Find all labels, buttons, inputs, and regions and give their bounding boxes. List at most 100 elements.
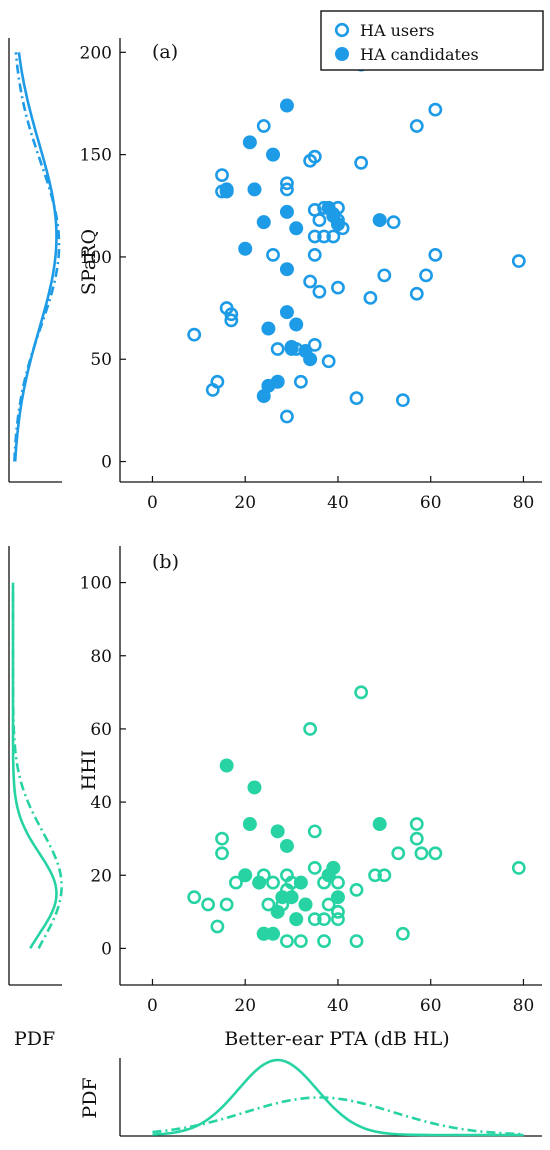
panel-a-xticks: 0 20 40 60 80 bbox=[147, 476, 534, 513]
ha-user-point bbox=[391, 846, 406, 861]
ha-user-point bbox=[210, 919, 225, 934]
ha-candidate-point bbox=[270, 904, 285, 919]
panel-b-xtick-label: 20 bbox=[234, 996, 256, 1016]
ha-user-point bbox=[256, 119, 271, 133]
ha-candidate-point bbox=[256, 389, 271, 404]
legend-box bbox=[320, 10, 544, 71]
ha-candidate-point bbox=[289, 221, 304, 236]
ha-user-point bbox=[317, 912, 331, 927]
ha-user-point bbox=[354, 155, 369, 170]
side-pdf-a-candidates-curve bbox=[13, 52, 61, 462]
x-axis-label: Better-ear PTA (dB HL) bbox=[224, 1028, 449, 1050]
ha-candidate-point bbox=[256, 215, 271, 230]
ha-candidate-point bbox=[289, 317, 304, 332]
ha-candidate-point bbox=[330, 890, 345, 905]
ha-user-point bbox=[419, 268, 433, 283]
ha-candidate-point bbox=[372, 817, 387, 832]
ha-user-point bbox=[215, 831, 229, 846]
panel-b-xtick-label: 40 bbox=[327, 996, 349, 1016]
panel-b-xtick-label: 60 bbox=[420, 996, 442, 1016]
ha-candidate-point bbox=[330, 217, 345, 232]
panel-a-ytick-label: 200 bbox=[80, 43, 112, 63]
ha-user-point bbox=[349, 934, 364, 948]
ha-user-point bbox=[303, 153, 318, 168]
ha-user-point bbox=[307, 247, 322, 262]
ha-user-point bbox=[363, 290, 378, 305]
panel-a-xtick-label: 80 bbox=[513, 493, 535, 513]
panel-a-xtick-label: 0 bbox=[147, 493, 158, 513]
panel-b-ytick-label: 80 bbox=[90, 647, 112, 667]
ha-user-point bbox=[224, 313, 239, 328]
ha-candidate-point bbox=[247, 182, 262, 197]
legend: HA users HA candidates bbox=[320, 10, 544, 71]
ha-user-point bbox=[215, 168, 229, 182]
ha-user-point bbox=[215, 846, 229, 861]
ha-candidate-point bbox=[321, 868, 336, 883]
ha-user-point bbox=[266, 247, 280, 262]
ha-user-point bbox=[303, 274, 318, 289]
ha-candidate-point bbox=[298, 344, 313, 359]
ha-user-point bbox=[395, 393, 410, 408]
ha-candidate-point bbox=[270, 824, 285, 839]
ha-user-point bbox=[293, 934, 308, 948]
ha-user-point bbox=[303, 722, 318, 736]
bottom-pdf-candidates-curve bbox=[152, 1096, 524, 1136]
ha-user-point bbox=[187, 890, 202, 905]
panel-a-yticks: 0 50 100 150 200 bbox=[80, 43, 126, 473]
panel-b: 0 20 40 60 80 100 0 20 40 60 80 (b) HHI bbox=[78, 546, 542, 1016]
ha-candidate-point bbox=[298, 897, 313, 912]
ha-candidate-point bbox=[284, 339, 299, 354]
panel-b-xtick-label: 80 bbox=[513, 996, 535, 1016]
ha-user-point bbox=[409, 831, 424, 846]
ha-user-point bbox=[312, 213, 327, 228]
ha-user-point bbox=[386, 215, 401, 230]
ha-user-point bbox=[266, 875, 280, 890]
panel-b-ytick-label: 0 bbox=[101, 939, 112, 959]
legend-users-marker bbox=[334, 22, 350, 38]
side-pdf-b-candidates-curve bbox=[11, 582, 63, 950]
side-pdf-a bbox=[8, 38, 62, 483]
ha-user-point bbox=[377, 268, 392, 283]
ha-user-point bbox=[280, 934, 294, 948]
panel-a-xtick-label: 40 bbox=[327, 493, 349, 513]
ha-user-point bbox=[317, 229, 331, 244]
ha-user-point bbox=[368, 868, 382, 883]
bottom-pdf-label: PDF bbox=[79, 1077, 101, 1118]
ha-user-point bbox=[307, 861, 322, 875]
bottom-pdf: PDF bbox=[79, 1058, 542, 1137]
ha-user-point bbox=[414, 846, 429, 861]
panel-a-label: (a) bbox=[152, 41, 178, 63]
legend-candidates-label: HA candidates bbox=[360, 45, 479, 64]
panel-b-xtick-label: 0 bbox=[147, 996, 158, 1016]
ha-user-point bbox=[409, 817, 424, 831]
ha-user-point bbox=[205, 383, 220, 397]
ha-user-point bbox=[321, 354, 336, 369]
ha-user-point bbox=[331, 875, 345, 890]
panel-a-ytick-label: 50 bbox=[90, 350, 112, 370]
ha-candidate-point bbox=[279, 204, 294, 219]
panel-b-yticks: 0 20 40 60 80 100 bbox=[80, 574, 126, 959]
ha-user-point bbox=[331, 280, 345, 295]
ha-candidate-point bbox=[372, 213, 387, 228]
ha-candidate-point bbox=[219, 758, 234, 773]
ha-user-point bbox=[307, 229, 322, 244]
panel-a: 0 50 100 150 200 0 20 40 60 80 (a) SPaRQ bbox=[78, 38, 542, 513]
ha-candidate-point bbox=[238, 241, 253, 256]
side-pdf-a-users-curve bbox=[13, 52, 58, 462]
ha-user-point bbox=[511, 861, 526, 875]
ha-user-point bbox=[201, 897, 216, 912]
ha-user-point bbox=[331, 912, 345, 927]
ha-candidate-point bbox=[289, 912, 304, 927]
ha-user-point bbox=[354, 685, 369, 700]
ha-user-point bbox=[280, 409, 294, 424]
panel-b-ytick-label: 20 bbox=[90, 866, 112, 886]
ha-user-point bbox=[317, 934, 331, 948]
panel-b-ytick-label: 100 bbox=[80, 574, 112, 594]
ha-candidate-point bbox=[279, 98, 294, 113]
panel-a-xtick-label: 20 bbox=[234, 493, 256, 513]
ha-candidate-point bbox=[219, 184, 234, 199]
panel-b-xticks: 0 20 40 60 80 bbox=[147, 979, 534, 1016]
ha-user-point bbox=[312, 284, 327, 299]
ha-candidate-point bbox=[252, 875, 267, 890]
ha-candidate-point bbox=[247, 780, 262, 795]
